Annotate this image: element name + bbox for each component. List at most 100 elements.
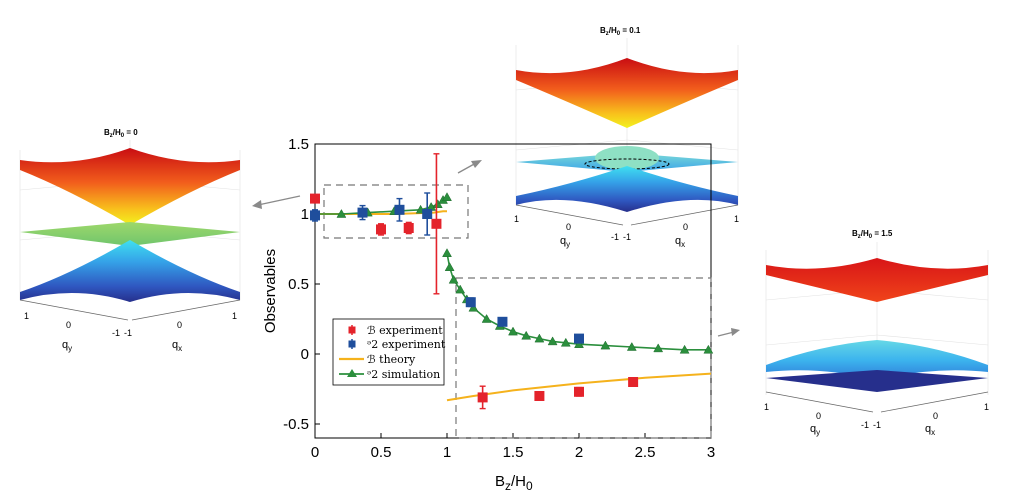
x-tick-label: 0 — [311, 444, 319, 461]
inset-top-tick-0b: 0 — [683, 222, 688, 232]
g-experiment-point — [394, 204, 405, 215]
b-experiment-point — [376, 224, 386, 235]
y-tick-label: 0 — [301, 346, 309, 363]
b-experiment-point — [574, 386, 584, 397]
g-experiment-point — [497, 316, 508, 327]
inset-left-qy: qy — [62, 339, 72, 353]
zoom-box-high — [455, 277, 712, 439]
legend-entry-b-theory: ℬ theory — [339, 353, 416, 366]
x-tick-label: 2.5 — [635, 444, 656, 461]
inset-top-tick-1b: 1 — [734, 214, 739, 224]
inset-top: Bz/H0 = 0.1 1 0 -1 -1 0 1 qy qx — [514, 26, 739, 249]
inset-top-dome — [595, 146, 659, 170]
legend: ℬ experiment ᵊ2 experiment ℬ theory ᵊ2 s… — [332, 318, 446, 386]
arrows — [252, 160, 740, 337]
g-simulation-point — [442, 192, 452, 201]
inset-left-tick-m1: -1 — [112, 328, 120, 338]
arrow-to-top-inset — [457, 160, 482, 174]
g-experiment-point — [465, 297, 476, 308]
g-simulation-point — [679, 344, 690, 354]
b-experiment-point — [628, 377, 639, 387]
g-simulation-point — [703, 344, 714, 354]
inset-right-middle-band — [766, 340, 988, 380]
legend-b-exp-label: ℬ experiment — [367, 324, 443, 337]
g-experiment-point — [310, 210, 320, 221]
zoom-box-low — [323, 184, 469, 239]
inset-left-tick-1b: 1 — [232, 311, 237, 321]
g-simulation-point — [444, 262, 455, 271]
inset-top-qy: qy — [560, 235, 570, 249]
inset-top-tick-m1: -1 — [611, 232, 619, 242]
y-tick-label: 1.5 — [288, 136, 309, 153]
x-tick-label: 2 — [575, 444, 583, 461]
inset-left-flat-band — [20, 222, 240, 246]
legend-b-theory-label: ℬ theory — [367, 353, 416, 366]
inset-right-tick-m1b: -1 — [873, 420, 881, 430]
inset-right-lower-band — [766, 370, 988, 392]
g-simulation-point — [468, 302, 479, 312]
legend-g-exp-label: ᵊ2 experiment — [367, 338, 446, 351]
g-simulation-point — [448, 274, 459, 284]
inset-top-lower-band — [516, 166, 738, 212]
legend-g-exp-marker — [348, 340, 356, 348]
g-simulation-point — [626, 341, 637, 351]
inset-right-tick-0b: 0 — [933, 411, 938, 421]
b-experiment-point — [310, 193, 320, 204]
x-tick-label: 1 — [443, 444, 451, 461]
y-axis-label: Observables — [262, 249, 279, 333]
inset-right-upper-band — [766, 258, 988, 302]
b-experiment-point — [534, 391, 545, 401]
inset-top-qx: qx — [675, 235, 685, 249]
inset-left-tick-m1b: -1 — [124, 328, 132, 338]
inset-top-tick-m1b: -1 — [623, 232, 631, 242]
inset-top-axes — [515, 204, 739, 226]
legend-entry-b-exp: ℬ experiment — [348, 324, 443, 337]
b-experiment-point — [403, 223, 414, 233]
inset-top-tick-0: 0 — [566, 222, 571, 232]
inset-right: Bz/H0 = 1.5 1 0 -1 -1 0 1 qy qx — [764, 229, 989, 437]
y-tick-label: 0.5 — [288, 276, 309, 293]
inset-left-axes — [19, 299, 241, 321]
y-axis: 1.5 1 0.5 0 -0.5 — [283, 136, 320, 433]
inset-right-tick-0: 0 — [816, 411, 821, 421]
g-simulation-point — [547, 336, 558, 346]
inset-right-title: Bz/H0 = 1.5 — [852, 229, 893, 240]
g-simulation-point — [336, 208, 347, 218]
g-simulation-point — [481, 313, 492, 323]
inset-left-tick-0: 0 — [66, 320, 71, 330]
x-tick-label: 0.5 — [371, 444, 392, 461]
legend-b-exp-marker — [348, 326, 356, 334]
inset-right-tick-1: 1 — [764, 402, 769, 412]
inset-left-upper-band — [20, 148, 240, 225]
inset-right-tick-m1: -1 — [861, 420, 869, 430]
g-simulation-point — [574, 339, 584, 348]
arrow-to-left-inset — [252, 195, 301, 209]
b-experiment-point — [477, 392, 488, 403]
inset-top-upper-band — [516, 58, 738, 128]
inset-left: Bz/H0 = 0 1 0 -1 -1 0 1 qy qx — [19, 128, 241, 353]
inset-left-tick-0b: 0 — [177, 320, 182, 330]
inset-left-tick-1: 1 — [24, 311, 29, 321]
inset-top-tick-1: 1 — [514, 214, 519, 224]
g-simulation-point — [534, 333, 545, 343]
y-tick-label: 1 — [301, 206, 309, 223]
legend-g-sim-label: ᵊ2 simulation — [367, 368, 440, 381]
y-tick-label: -0.5 — [283, 416, 309, 433]
inset-left-lower-band — [20, 240, 240, 302]
series-layer — [310, 153, 714, 410]
main-plot: 0 0.5 1 1.5 2 2.5 3 1.5 1 0.5 0 -0.5 ℬ experiment … — [262, 136, 715, 493]
b-experiment-point — [431, 218, 442, 229]
g-simulation-point — [600, 340, 611, 350]
x-tick-label: 3 — [707, 444, 715, 461]
g-simulation-point — [521, 330, 532, 340]
g-experiment-point — [574, 333, 584, 344]
arrow-to-right-inset — [717, 328, 740, 337]
x-axis: 0 0.5 1 1.5 2 2.5 3 — [311, 433, 715, 461]
legend-entry-g-exp: ᵊ2 experiment — [348, 338, 446, 351]
g-simulation-point — [455, 284, 466, 294]
g-simulation-point — [508, 326, 518, 336]
g-simulation-point — [442, 248, 452, 257]
inset-top-title: Bz/H0 = 0.1 — [600, 26, 641, 37]
inset-right-axes — [765, 391, 989, 413]
